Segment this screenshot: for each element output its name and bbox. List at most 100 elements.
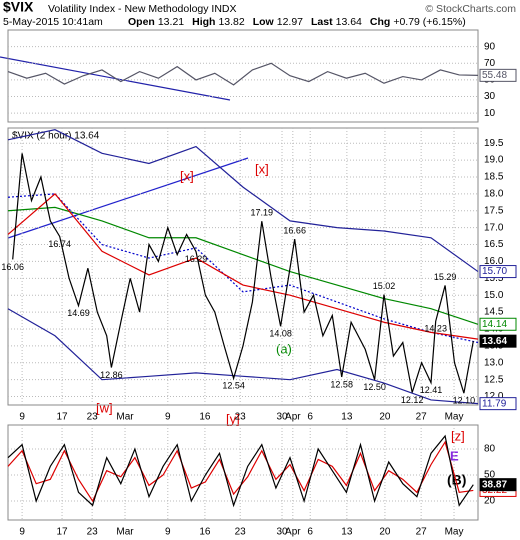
data-label: 12.54	[222, 381, 245, 391]
x-tick-label: 16	[199, 527, 211, 538]
x-tick-label: Apr	[285, 527, 301, 538]
y-tick-label: 12.0	[484, 391, 504, 402]
x-tick-label: 23	[87, 412, 99, 423]
quote-value: 13.82	[218, 16, 244, 28]
data-label: 16.74	[48, 239, 71, 249]
x-tick-label: 17	[56, 527, 68, 538]
y-tick-label: 20	[484, 496, 496, 507]
quote-value: 13.21	[158, 16, 184, 28]
panel-frame	[7, 29, 479, 123]
series-line	[7, 434, 474, 508]
y-tick-label: 80	[484, 444, 496, 455]
annotation: (a)	[276, 341, 292, 356]
trend-line	[7, 157, 249, 239]
series-line	[7, 193, 479, 340]
data-label: 12.12	[401, 395, 424, 405]
x-tick-label: 20	[379, 527, 391, 538]
symbol: $VIX	[3, 0, 34, 15]
y-tick-label: 30	[484, 91, 496, 102]
end-label-box	[479, 478, 517, 492]
annotation: (B)	[447, 472, 466, 488]
series-line	[7, 440, 474, 503]
data-label: 12.86	[100, 370, 123, 380]
x-tick-label: May	[445, 527, 464, 538]
x-tick-label: 23	[235, 527, 247, 538]
y-tick-label: 50	[484, 470, 496, 481]
end-label: 14.14	[482, 319, 507, 330]
quote-value: 13.64	[336, 16, 362, 28]
x-tick-label: 30	[276, 412, 288, 423]
y-tick-label: 16.0	[484, 256, 504, 267]
series-line	[7, 308, 479, 405]
x-tick-label: Mar	[116, 527, 134, 538]
end-label: 11.79	[482, 398, 507, 409]
y-tick-label: 70	[484, 58, 496, 69]
quote: Open 13.21 High 13.82 Low 12.97 Last 13.64 Chg +0…	[128, 16, 466, 28]
x-tick-label: 23	[87, 527, 99, 538]
end-label-box	[479, 317, 517, 331]
end-label: 13.64	[482, 336, 507, 347]
x-tick-label: 6	[307, 412, 313, 423]
series-line	[7, 62, 479, 86]
annotation: [x]	[255, 161, 269, 176]
y-tick-label: 15.0	[484, 290, 504, 301]
x-tick-label: May	[445, 412, 464, 423]
y-tick-label: 15.5	[484, 273, 504, 284]
date: 5-May-2015 10:41am	[3, 16, 103, 28]
series-line	[12, 153, 474, 394]
data-label: 12.58	[330, 379, 353, 389]
annotation: [x]	[180, 168, 194, 183]
x-tick-label: 20	[379, 412, 391, 423]
series-line	[7, 129, 479, 273]
data-label: 16.66	[283, 226, 306, 236]
quote-label: Low	[253, 16, 275, 28]
series-line	[7, 206, 479, 325]
annotation: [z]	[451, 428, 465, 443]
x-tick-label: 27	[416, 412, 428, 423]
y-tick-label: 13.0	[484, 357, 504, 368]
y-tick-label: 16.5	[484, 239, 504, 250]
quote-value: 12.97	[277, 16, 303, 28]
x-tick-label: Apr	[285, 412, 301, 423]
end-label: 55.48	[482, 70, 507, 81]
data-label: 15.02	[373, 281, 396, 291]
symbol-name: Volatility Index - New Methodology INDX	[48, 3, 237, 15]
y-tick-label: 12.5	[484, 374, 504, 385]
x-tick-label: 13	[341, 412, 353, 423]
panel-frame	[7, 424, 479, 521]
data-label: 16.29	[185, 254, 208, 264]
annotation: [w]	[96, 400, 113, 415]
y-tick-label: 17.5	[484, 205, 504, 216]
data-label: 14.69	[67, 308, 90, 318]
data-label: 16.06	[1, 262, 24, 272]
data-label: 12.41	[420, 385, 443, 395]
quote-label: High	[192, 16, 215, 28]
data-label: 12.50	[363, 382, 386, 392]
data-label: 14.08	[269, 329, 292, 339]
data-label: 14.23	[424, 324, 447, 334]
y-tick-label: 14.5	[484, 307, 504, 318]
x-tick-label: 9	[165, 527, 171, 538]
end-label-box	[479, 334, 517, 348]
y-tick-label: 19.5	[484, 138, 504, 149]
data-label: 17.19	[251, 208, 274, 218]
x-tick-label: 16	[199, 412, 211, 423]
panel-frame	[7, 127, 479, 406]
end-label: 15.70	[482, 266, 507, 277]
y-tick-label: 18.5	[484, 172, 504, 183]
quote-label: Last	[311, 16, 333, 28]
end-label-box	[479, 265, 517, 279]
x-tick-label: 27	[416, 527, 428, 538]
data-label: 12.10	[453, 396, 476, 406]
end-label-box	[479, 68, 517, 82]
y-tick-label: 90	[484, 41, 496, 52]
quote-value: +0.79 (+6.15%)	[393, 16, 465, 28]
x-tick-label: 9	[165, 412, 171, 423]
x-tick-label: 17	[56, 412, 68, 423]
x-tick-label: 13	[341, 527, 353, 538]
x-tick-label: 23	[235, 412, 247, 423]
y-tick-label: 19.0	[484, 155, 504, 166]
x-tick-label: 30	[276, 527, 288, 538]
series-line	[7, 193, 479, 344]
